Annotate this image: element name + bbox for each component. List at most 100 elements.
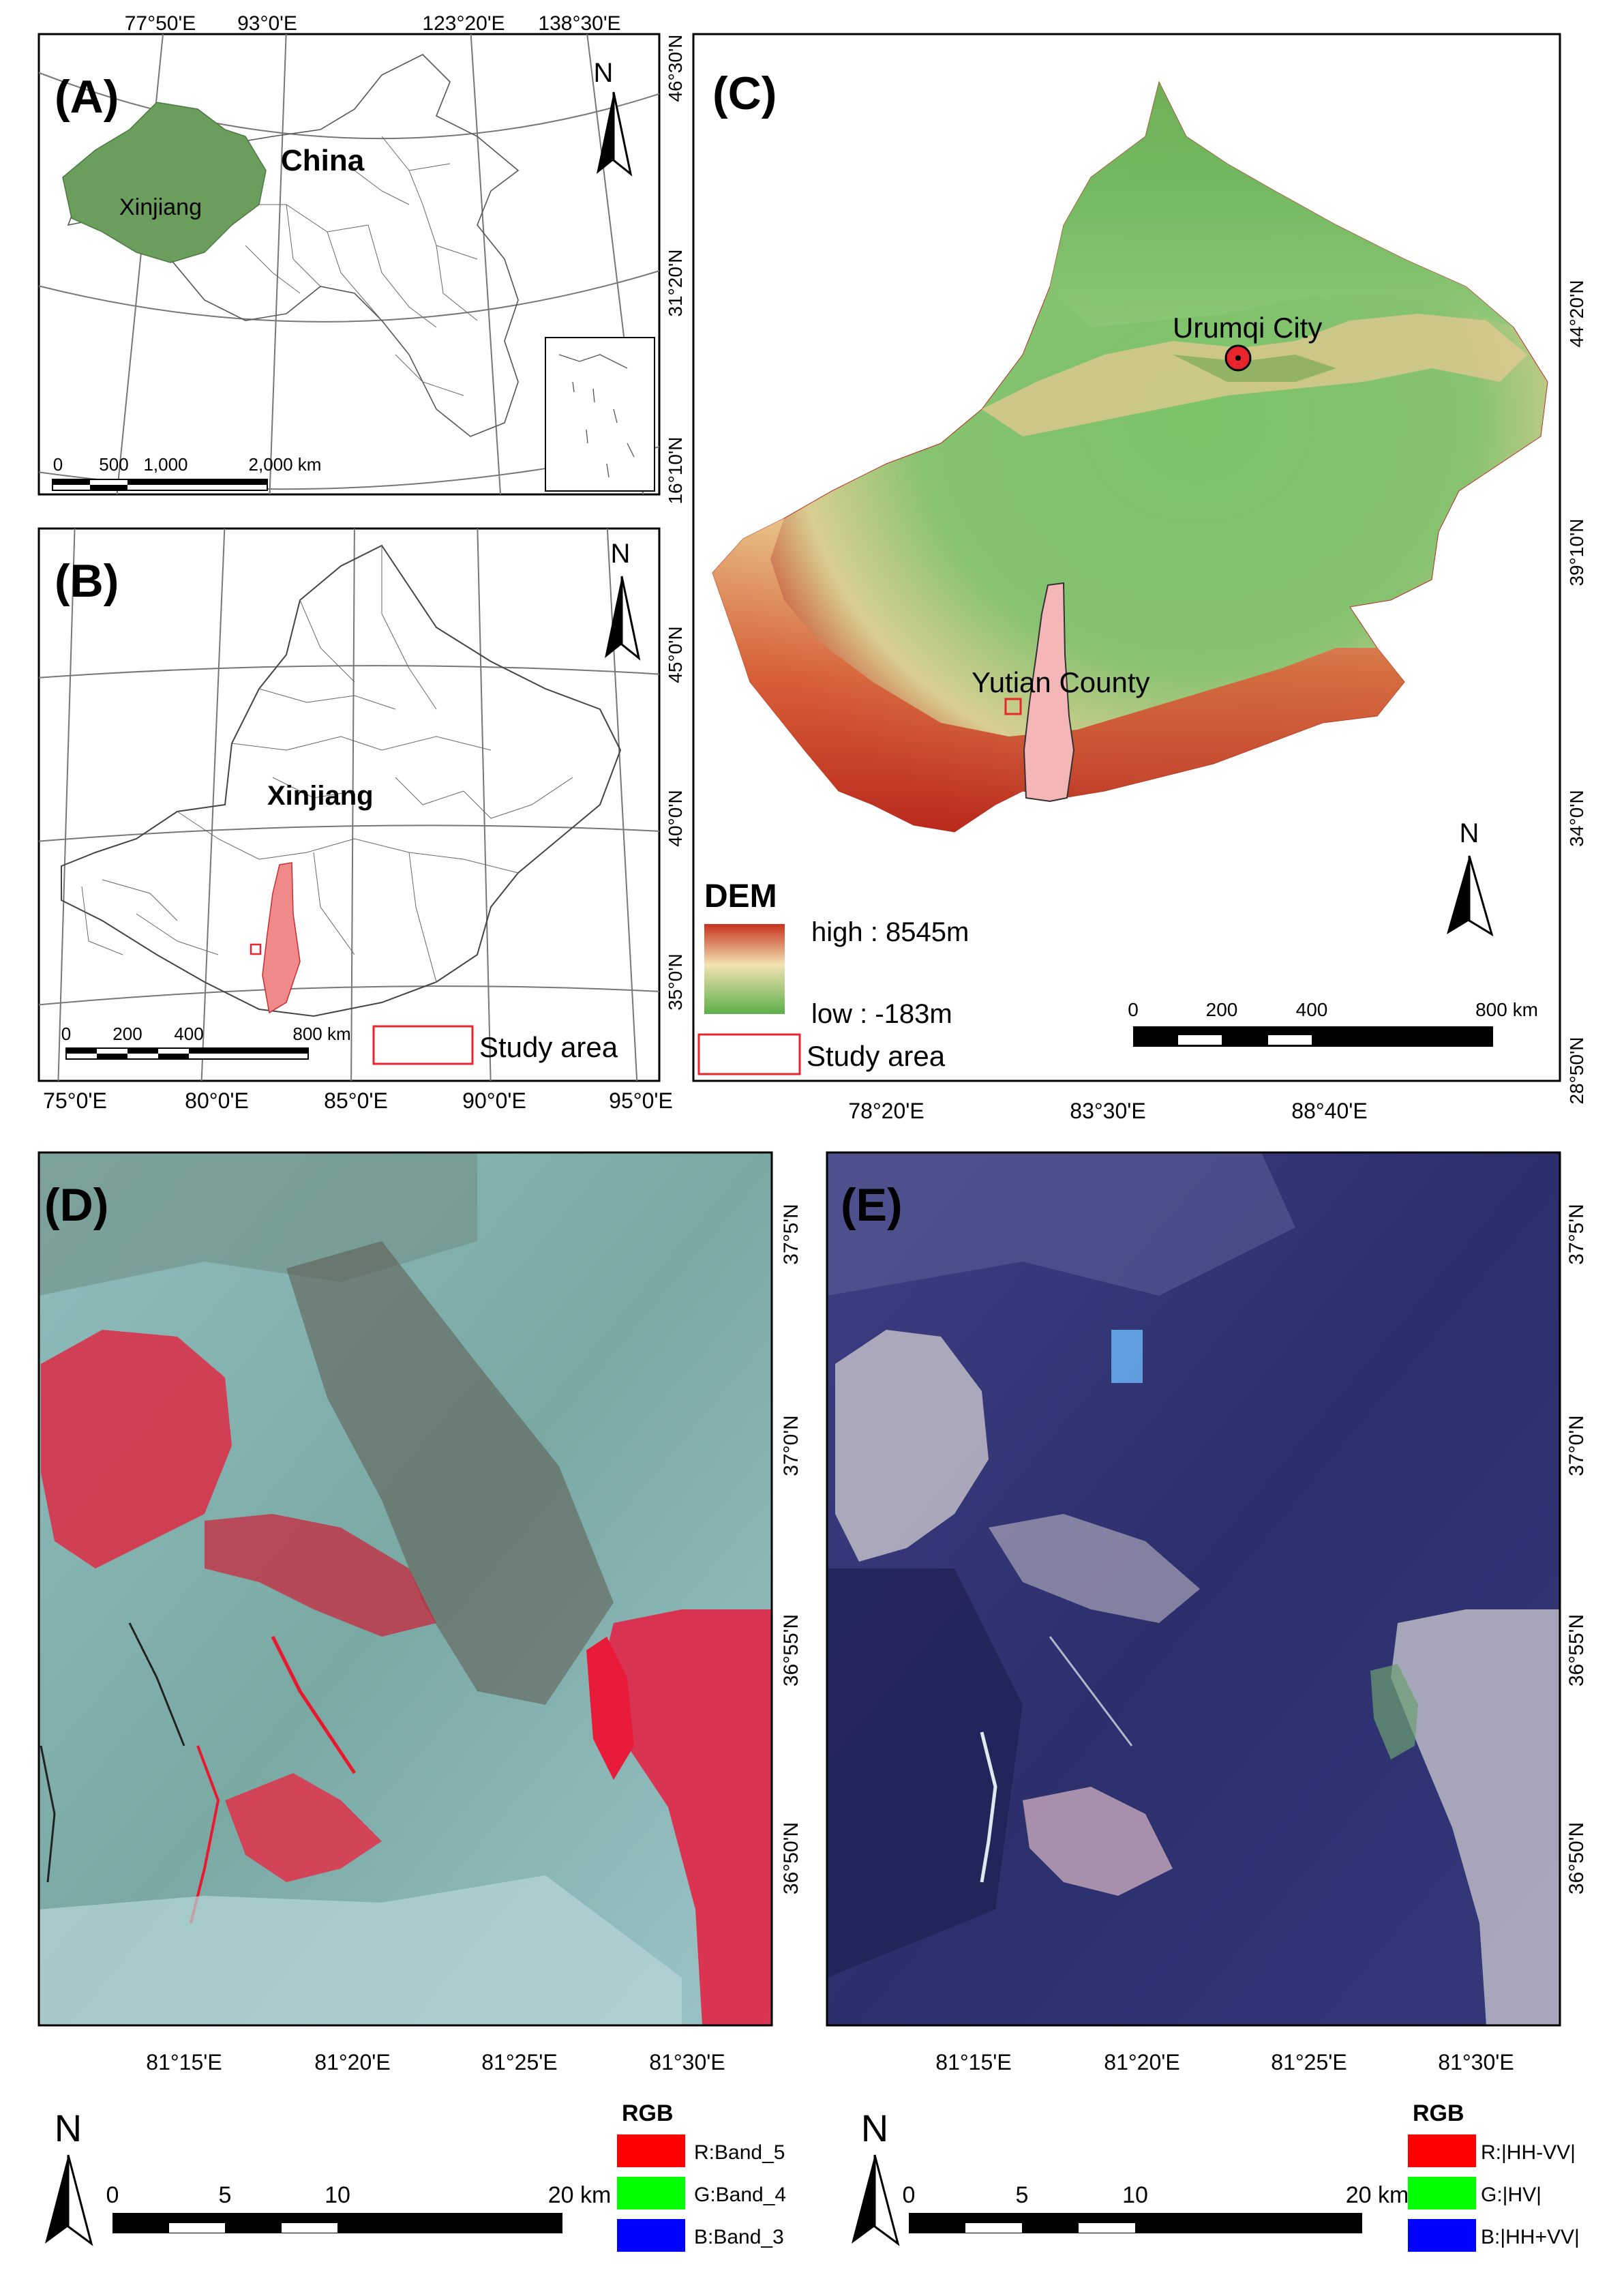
- panel-a-top-tick: 77°50'E: [125, 12, 196, 35]
- panel-d-rgb-swatch-b: [617, 2219, 685, 2252]
- xinjiang-label: Xinjiang: [119, 194, 202, 220]
- panel-a-right-tick: 16°10'N: [665, 436, 686, 504]
- sar-cyan-patch: [1111, 1330, 1143, 1383]
- svg-text:N: N: [55, 2107, 82, 2149]
- sar-green-patch: [1370, 1664, 1418, 1759]
- panel-d-rgb-swatch-r: [617, 2134, 685, 2167]
- panel-a-top-tick: 93°0'E: [237, 12, 297, 35]
- panel-d-right-tick: 37°0'N: [780, 1415, 802, 1476]
- panel-b-right-tick: 35°0'N: [665, 953, 686, 1010]
- panel-b-frame: [37, 527, 661, 1082]
- panel-a-scale-label-0: 0: [53, 454, 63, 475]
- panel-e-rgb-label-b: B:|HH+VV|: [1481, 2226, 1580, 2248]
- panel-a-right-tick: 31°20'N: [665, 249, 686, 316]
- panel-c-right-tick: 34°0'N: [1566, 790, 1587, 846]
- panel-e-rgb-label-r: R:|HH-VV|: [1481, 2141, 1576, 2164]
- panel-e-rgb-swatch-r: [1408, 2134, 1476, 2167]
- south-china-sea-inset: [545, 337, 655, 492]
- panel-c-legend-study-area-swatch: [697, 1033, 801, 1075]
- sar-field-east: [1391, 1609, 1560, 2025]
- tianshan-range: [982, 314, 1527, 436]
- panel-c-right-tick: 44°20'N: [1566, 280, 1587, 347]
- yutian-county-b: [262, 862, 301, 1014]
- panel-a-scale-label-3: 2,000 km: [249, 454, 322, 475]
- panel-b-bottom-tick: 90°0'E: [462, 1088, 526, 1113]
- panel-d-bottom-tick: 81°30'E: [649, 2050, 725, 2074]
- panel-e-frame: [826, 1151, 1561, 2027]
- kunlun-range: [712, 518, 1404, 832]
- xinjiang-label-b: Xinjiang: [267, 781, 374, 811]
- panel-a-label: (A): [55, 71, 119, 123]
- svg-text:N: N: [594, 58, 614, 88]
- panel-a-scale-label-2: 1,000: [143, 454, 187, 475]
- river-e: [980, 1731, 997, 1883]
- panel-b-label: (B): [55, 555, 119, 607]
- panel-d-bottom-tick: 81°25'E: [481, 2050, 557, 2074]
- yutian-county-c: [1023, 582, 1075, 803]
- panel-e-bottom-tick: 81°20'E: [1104, 2050, 1179, 2074]
- sar-field-west: [835, 1330, 989, 1562]
- dem-legend-low: low : -183m: [811, 999, 952, 1029]
- panel-d-bottom-tick: 81°15'E: [146, 2050, 222, 2074]
- panel-e-bottom-tick: 81°15'E: [935, 2050, 1011, 2074]
- study-area-marker-b: [250, 943, 262, 955]
- svg-text:N: N: [861, 2107, 888, 2149]
- yutian-label: Yutian County: [972, 666, 1150, 698]
- panel-c-bottom-tick: 78°20'E: [848, 1099, 924, 1123]
- oasis-south: [225, 1773, 382, 1882]
- country-label: China: [281, 144, 365, 177]
- panel-e-rgb-label-g: G:|HV|: [1481, 2184, 1542, 2206]
- county-boundaries: [81, 546, 573, 983]
- panel-a-north-arrow: N: [594, 58, 633, 177]
- panel-b-bottom-tick: 75°0'E: [43, 1088, 107, 1113]
- panel-b-scale-label-1: 200: [112, 1024, 142, 1044]
- sar-field-center: [989, 1514, 1200, 1623]
- panel-d-bottom-tick: 81°20'E: [314, 2050, 390, 2074]
- panel-d-rgb-label-b: B:Band_3: [694, 2226, 784, 2248]
- legend-e: N 0 5 10 20 km RGB R:|HH-VV| G:|HV| B:|H…: [852, 2100, 1580, 2252]
- dem-legend-high: high : 8545m: [811, 917, 969, 947]
- panel-c-scale-label-1: 200: [1206, 999, 1238, 1020]
- panel-c-right-tick: 28°50'N: [1566, 1037, 1587, 1104]
- panel-d-rgb-label-r: R:Band_5: [694, 2141, 785, 2164]
- panel-b-bottom-tick: 95°0'E: [609, 1088, 673, 1113]
- panel-e-label: (E): [841, 1179, 903, 1231]
- panel-e-scale-label-1: 5: [1016, 2182, 1029, 2208]
- panel-a: (A) China Xinjiang N 0 500 1,000 2,000 k…: [37, 12, 686, 505]
- panel-c-bottom-tick: 88°40'E: [1291, 1099, 1367, 1123]
- urumqi-label: Urumqi City: [1173, 312, 1322, 344]
- panel-b-scale-bar: [65, 1047, 309, 1060]
- panel-d-scale-label-3: 20 km: [548, 2182, 612, 2208]
- panel-d-scale-label-0: 0: [106, 2182, 119, 2208]
- panel-d-north-arrow: N: [45, 2107, 93, 2246]
- sar-field-south: [1023, 1787, 1173, 1896]
- panel-e-rgb-title: RGB: [1413, 2100, 1464, 2126]
- panel-a-scale-label-1: 500: [99, 454, 128, 475]
- panel-d-right-tick: 36°55'N: [780, 1614, 802, 1686]
- panel-b-bottom-tick: 80°0'E: [185, 1088, 249, 1113]
- panel-e: (E) 81°15'E 81°20'E 81°25'E 81°30'E 37°5…: [826, 1151, 1588, 2074]
- tianshan-green: [1173, 355, 1336, 382]
- panel-c-right-tick: 39°10'N: [1566, 518, 1587, 586]
- oasis-east: [600, 1609, 772, 2025]
- panel-e-right-tick: 36°55'N: [1565, 1614, 1588, 1686]
- river-d: [271, 1635, 357, 1774]
- legend-d: N 0 5 10 20 km RGB R:Band_5 G:Band_4 B:B…: [45, 2100, 786, 2252]
- panel-b-scale-label-0: 0: [61, 1024, 71, 1044]
- oasis-center: [205, 1514, 436, 1637]
- dem-legend-title: DEM: [704, 878, 777, 914]
- panel-b-scale-label-2: 400: [174, 1024, 203, 1044]
- panel-d-label: (D): [44, 1179, 108, 1231]
- panel-c-legend-study-area: Study area: [807, 1040, 946, 1072]
- panel-d-scale-bar: [112, 2213, 562, 2233]
- panel-c-scale-label-3: 800 km: [1475, 999, 1538, 1020]
- oasis-lake: [586, 1637, 634, 1780]
- panel-c-scale-bar: [1133, 1026, 1493, 1047]
- panel-e-scale-label-2: 10: [1122, 2182, 1148, 2208]
- panel-b-graticule: [39, 529, 659, 1081]
- panel-d: (D) 81°15'E 81°20'E 81°25'E 81°30'E 37°5…: [37, 1151, 802, 2074]
- study-area-marker-c: [1004, 698, 1022, 715]
- panel-b: (B) Xinjiang N 0 200 400 800 km Study ar…: [37, 527, 686, 1113]
- panel-c-bottom-tick: 83°30'E: [1070, 1099, 1145, 1123]
